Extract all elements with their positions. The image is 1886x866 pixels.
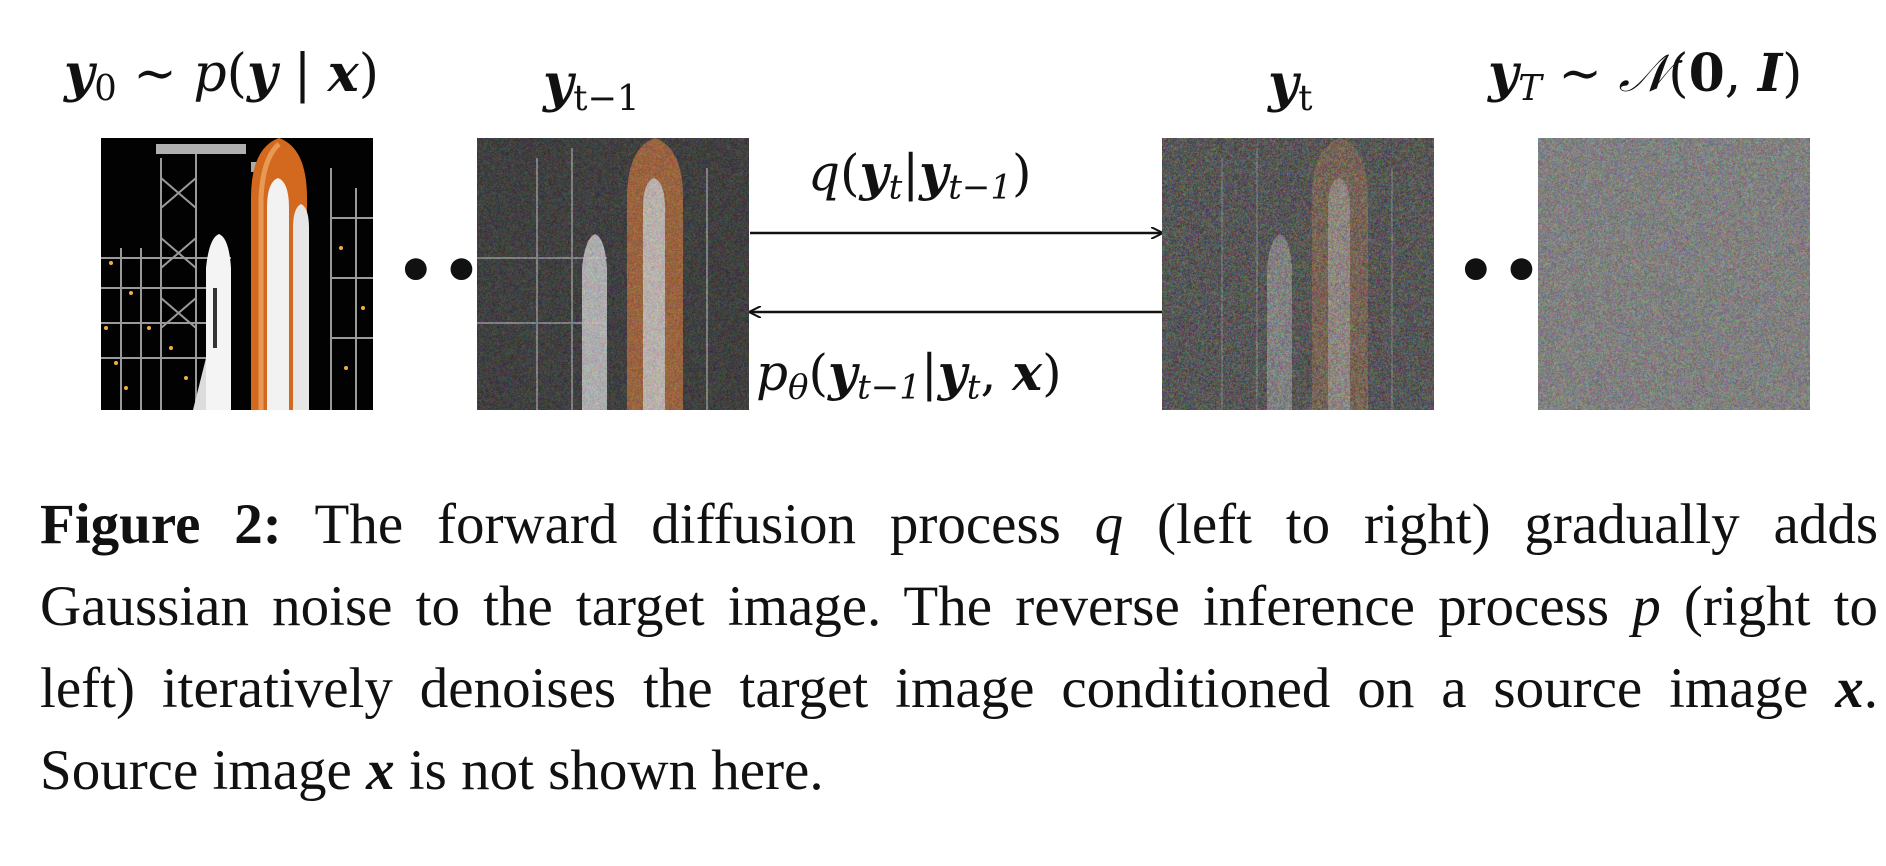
rev-theta: θ (788, 367, 809, 408)
fwd-s2: t−1 (948, 167, 1012, 208)
rev-dist: p (756, 344, 789, 402)
fwd-dist: q (808, 144, 841, 202)
rev-y1: y (828, 343, 858, 402)
ellipsis-left: •• (396, 234, 488, 307)
label-yt-sub: t (1298, 77, 1313, 119)
label-y0-x: x (327, 43, 359, 104)
rev-comma: , (980, 344, 1013, 402)
pure-noise-image (1538, 138, 1810, 410)
rev-s1: t−1 (857, 367, 921, 408)
fwd-s1: t (888, 167, 903, 208)
label-y-t: yt (1268, 58, 1313, 119)
figure-caption: Figure 2: The forward diffusion process … (40, 484, 1878, 812)
label-yT-open: ( (1668, 44, 1689, 104)
label-yT-comma: , (1724, 44, 1758, 104)
noise-overlay (1162, 138, 1434, 410)
fwd-y2: y (919, 143, 949, 202)
label-ytm1-sub: t−1 (573, 77, 640, 119)
rev-bar: | (920, 344, 938, 402)
label-y0-close: ) (358, 44, 380, 104)
shuttle-illustration (101, 138, 373, 410)
caption-x-2: x (366, 739, 395, 802)
fwd-close: ) (1011, 144, 1032, 202)
label-y0-var: y (64, 43, 95, 104)
label-y0-open: ( (226, 44, 247, 104)
label-y0-y: y (246, 43, 278, 104)
caption-text-1: The forward diffusion process (281, 493, 1095, 556)
clean-image (101, 138, 373, 410)
label-yT-identity: I (1757, 43, 1783, 104)
label-yT-close: ) (1782, 44, 1803, 104)
label-yT-distribution: yT ∼ 𝒩(0, I) (1488, 48, 1802, 109)
caption-text-4: . Source image (40, 657, 1878, 802)
caption-x-1: x (1835, 657, 1864, 720)
label-y0-sub: 0 (94, 67, 117, 109)
label-ytm1-var: y (543, 53, 574, 114)
noise-overlay (477, 138, 749, 410)
noisy-image (1162, 138, 1434, 410)
label-y0-sim: ∼ (116, 44, 194, 104)
rev-s2: t (966, 367, 981, 408)
noise-overlay (1538, 138, 1810, 410)
rev-x: x (1012, 343, 1043, 402)
rev-y2: y (937, 343, 967, 402)
label-y0-bar: | (277, 44, 328, 104)
caption-label: Figure 2: (40, 493, 282, 556)
label-y0-distribution: y0 ∼ p(y | x) (64, 48, 379, 109)
label-y-t-minus-1: yt−1 (543, 58, 640, 119)
caption-text-2: (left to right) gradually adds Gaussian … (40, 493, 1878, 638)
caption-text-5: is not shown here. (394, 739, 824, 802)
label-yT-zero: 0 (1688, 43, 1725, 104)
label-yT-sub: T (1518, 67, 1542, 109)
label-yT-var: y (1488, 43, 1519, 104)
caption-text-3: (right to left) iteratively denoises the… (40, 575, 1878, 720)
caption-q: q (1094, 493, 1124, 556)
rev-open: ( (808, 344, 829, 402)
reverse-process-label: pθ(yt−1|yt, x) (756, 348, 1062, 405)
slightly-noisy-image (477, 138, 749, 410)
fwd-bar: | (902, 144, 920, 202)
label-yt-var: y (1268, 53, 1299, 114)
fwd-open: ( (840, 144, 860, 202)
caption-p: p (1632, 575, 1661, 638)
label-yT-sim: ∼ (1541, 44, 1619, 104)
rev-close: ) (1042, 344, 1062, 402)
fwd-y1: y (859, 143, 889, 202)
label-y0-dist: p (193, 44, 227, 104)
forward-process-label: q(yt|yt−1) (808, 148, 1032, 205)
label-yT-normal: 𝒩 (1618, 44, 1669, 104)
ellipsis-right: •• (1456, 234, 1548, 307)
